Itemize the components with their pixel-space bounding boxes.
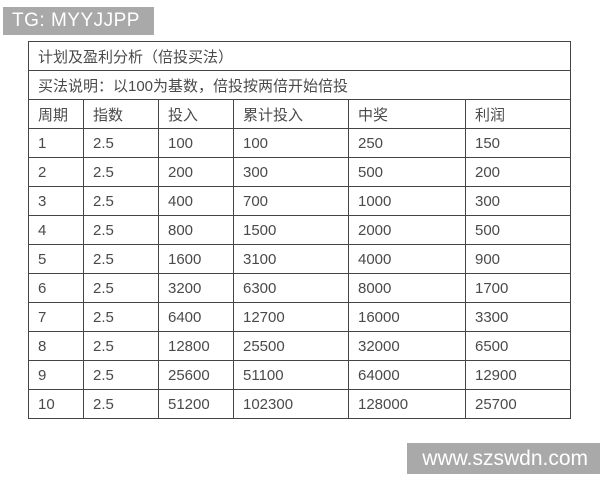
table-cell: 9 — [28, 360, 84, 390]
table-cell: 25600 — [158, 360, 234, 390]
table-cell: 500 — [464, 215, 572, 245]
table-row: 3 2.5 400 700 1000 300 — [28, 186, 572, 216]
table-cell: 2.5 — [83, 215, 159, 245]
table-cell: 300 — [233, 157, 349, 187]
betting-plan-table: 计划及盈利分析（倍投买法） 买法说明：以100为基数，倍投按两倍开始倍投 周期 … — [27, 41, 572, 419]
table-row: 7 2.5 6400 12700 16000 3300 — [28, 302, 572, 332]
table-cell: 2000 — [348, 215, 466, 245]
table-cell: 2 — [28, 157, 84, 187]
table-note-row: 买法说明：以100为基数，倍投按两倍开始倍投 — [27, 70, 572, 100]
table-cell: 200 — [464, 157, 572, 187]
table-cell: 4 — [28, 215, 84, 245]
table-row: 5 2.5 1600 3100 4000 900 — [28, 244, 572, 274]
table-cell: 16000 — [348, 302, 466, 332]
table-cell: 200 — [158, 157, 234, 187]
website-watermark-badge: www.szswdn.com — [407, 443, 600, 474]
table-title: 计划及盈利分析（倍投买法） — [27, 41, 572, 71]
table-header-row: 周期 指数 投入 累计投入 中奖 利润 — [28, 99, 572, 129]
table-cell: 1700 — [464, 273, 572, 303]
table-row: 6 2.5 3200 6300 8000 1700 — [28, 273, 572, 303]
table-cell: 2.5 — [83, 302, 159, 332]
table-cell: 6 — [28, 273, 84, 303]
table-cell: 1 — [28, 128, 84, 158]
table-cell: 10 — [28, 389, 84, 419]
table-cell: 2.5 — [83, 389, 159, 419]
telegram-watermark-badge: TG: MYYJJPP — [3, 7, 154, 35]
table-cell: 102300 — [233, 389, 349, 419]
table-cell: 400 — [158, 186, 234, 216]
table-cell: 25700 — [464, 389, 572, 419]
table-cell: 2.5 — [83, 186, 159, 216]
table-row: 8 2.5 12800 25500 32000 6500 — [28, 331, 572, 361]
table-cell: 2.5 — [83, 128, 159, 158]
table-body: 1 2.5 100 100 250 150 2 2.5 200 300 500 200 3 2.5 400 7… — [28, 128, 572, 419]
table-cell: 1500 — [233, 215, 349, 245]
table-cell: 150 — [464, 128, 572, 158]
table-cell: 12700 — [233, 302, 349, 332]
table-cell: 6300 — [233, 273, 349, 303]
table-row: 10 2.5 51200 102300 128000 25700 — [28, 389, 572, 419]
table-row: 9 2.5 25600 51100 64000 12900 — [28, 360, 572, 390]
table-cell: 900 — [464, 244, 572, 274]
table-cell: 800 — [158, 215, 234, 245]
table-cell: 2.5 — [83, 360, 159, 390]
table-row: 1 2.5 100 100 250 150 — [28, 128, 572, 158]
column-header-win: 中奖 — [348, 99, 466, 129]
table-cell: 700 — [233, 186, 349, 216]
table-cell: 8000 — [348, 273, 466, 303]
table-title-row: 计划及盈利分析（倍投买法） — [27, 41, 572, 71]
table-row: 4 2.5 800 1500 2000 500 — [28, 215, 572, 245]
table-cell: 6500 — [464, 331, 572, 361]
table-cell: 128000 — [348, 389, 466, 419]
table-cell: 100 — [233, 128, 349, 158]
table-cell: 25500 — [233, 331, 349, 361]
table-cell: 250 — [348, 128, 466, 158]
table-cell: 2.5 — [83, 244, 159, 274]
table-cell: 1600 — [158, 244, 234, 274]
table-cell: 2.5 — [83, 157, 159, 187]
table-cell: 51200 — [158, 389, 234, 419]
table-cell: 500 — [348, 157, 466, 187]
table-cell: 100 — [158, 128, 234, 158]
table-cell: 3 — [28, 186, 84, 216]
table-cell: 32000 — [348, 331, 466, 361]
table-cell: 4000 — [348, 244, 466, 274]
column-header-index: 指数 — [83, 99, 159, 129]
table-row: 2 2.5 200 300 500 200 — [28, 157, 572, 187]
table-cell: 12800 — [158, 331, 234, 361]
table-cell: 6400 — [158, 302, 234, 332]
table-note: 买法说明：以100为基数，倍投按两倍开始倍投 — [27, 70, 572, 100]
table-cell: 64000 — [348, 360, 466, 390]
table-cell: 12900 — [464, 360, 572, 390]
column-header-profit: 利润 — [464, 99, 572, 129]
table-cell: 3100 — [233, 244, 349, 274]
column-header-cumulative: 累计投入 — [233, 99, 349, 129]
table-cell: 7 — [28, 302, 84, 332]
table-cell: 2.5 — [83, 273, 159, 303]
table-cell: 2.5 — [83, 331, 159, 361]
table-cell: 5 — [28, 244, 84, 274]
table-cell: 3200 — [158, 273, 234, 303]
column-header-period: 周期 — [28, 99, 84, 129]
table-cell: 3300 — [464, 302, 572, 332]
table-cell: 1000 — [348, 186, 466, 216]
table-cell: 8 — [28, 331, 84, 361]
table-cell: 300 — [464, 186, 572, 216]
table-cell: 51100 — [233, 360, 349, 390]
column-header-stake: 投入 — [158, 99, 234, 129]
